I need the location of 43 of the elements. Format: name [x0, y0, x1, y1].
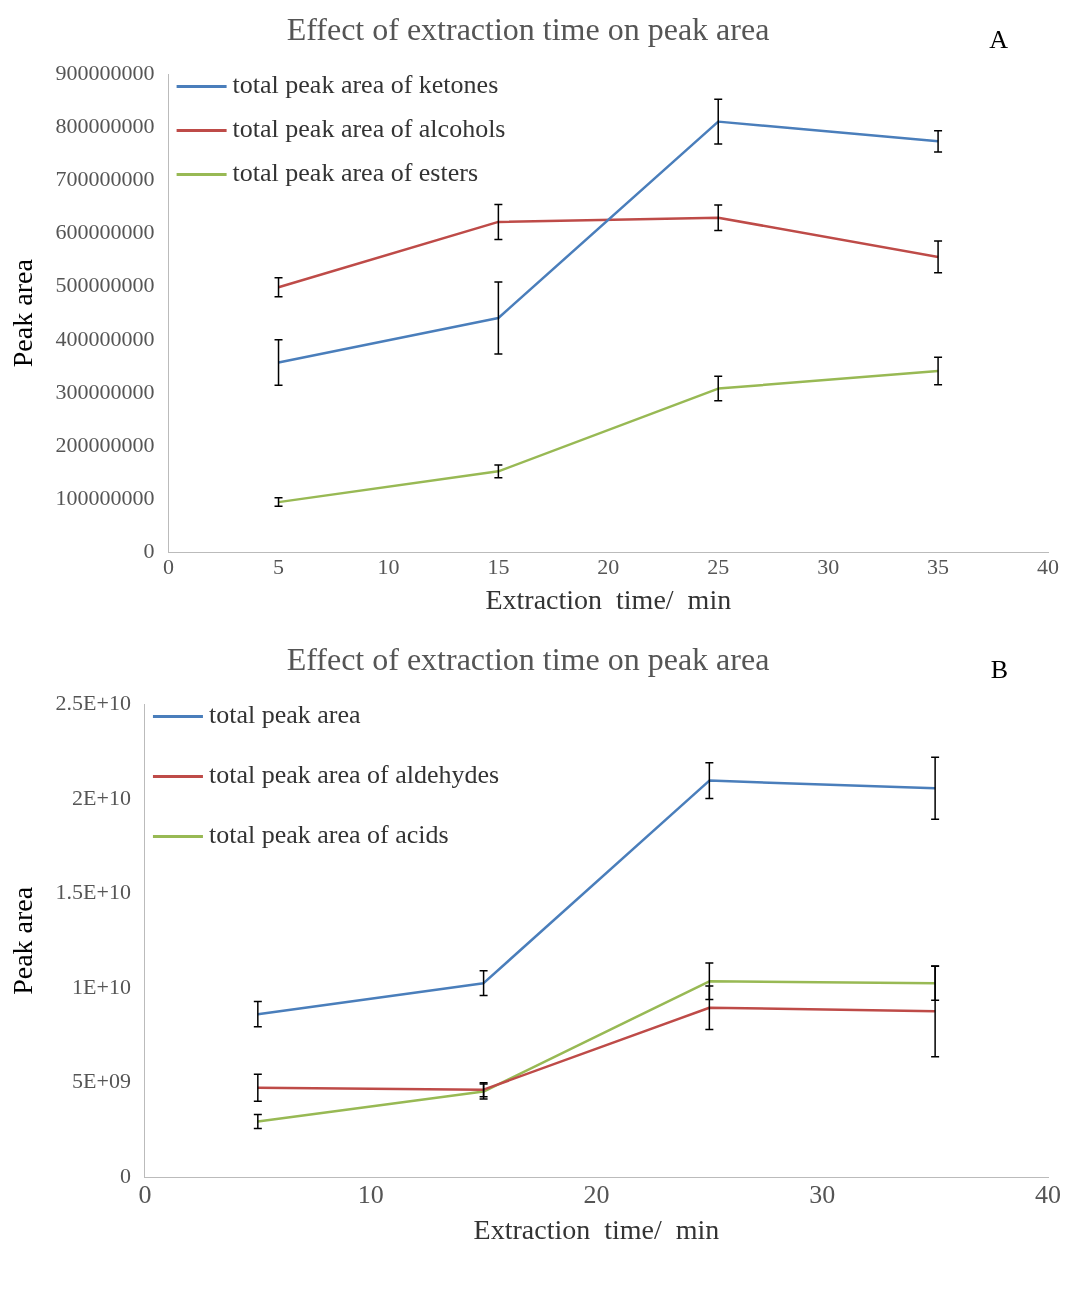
- legend-label: total peak area of acids: [208, 820, 449, 850]
- x-tick-label: 20: [597, 553, 620, 579]
- x-tick-label: 20: [583, 1179, 610, 1209]
- y-tick-label: 1.5E+10: [55, 879, 131, 905]
- y-tick-label: 0: [143, 537, 155, 563]
- x-tick-label: 30: [809, 1179, 836, 1209]
- text: A: [989, 24, 1009, 54]
- legend-label: total peak area of esters: [232, 158, 479, 188]
- x-tick-label: 0: [163, 553, 175, 579]
- x-tick-label: 25: [707, 553, 730, 579]
- legend-label: total peak area of aldehydes: [208, 760, 500, 790]
- x-tick-label: 5: [273, 553, 285, 579]
- x-tick-label: 40: [1035, 1179, 1061, 1209]
- text: B: [990, 654, 1008, 684]
- y-tick-label: 100000000: [55, 484, 155, 510]
- legend-label: total peak area of ketones: [232, 70, 499, 100]
- chart-title: Effect of extraction time on peak area: [286, 640, 770, 677]
- x-tick-label: 30: [817, 553, 840, 579]
- y-tick-label: 200000000: [55, 431, 155, 457]
- x-axis-title: Extraction time/ min: [473, 1213, 720, 1245]
- y-tick-label: 0: [119, 1162, 131, 1188]
- y-tick-label: 900000000: [55, 60, 155, 86]
- x-tick-label: 15: [487, 553, 510, 579]
- x-tick-label: 10: [357, 1179, 384, 1209]
- legend-label: total peak area: [208, 700, 361, 730]
- y-tick-label: 300000000: [55, 378, 155, 404]
- y-tick-label: 5E+09: [72, 1068, 131, 1094]
- x-tick-label: 40: [1037, 553, 1059, 579]
- x-tick-label: 10: [377, 553, 400, 579]
- chart-title: Effect of extraction time on peak area: [286, 10, 770, 47]
- y-tick-label: 400000000: [55, 325, 155, 351]
- x-tick-label: 35: [927, 553, 950, 579]
- y-tick-label: 1E+10: [72, 973, 131, 999]
- y-axis-title: Peak area: [7, 258, 39, 368]
- y-tick-label: 800000000: [55, 113, 155, 139]
- y-tick-label: 500000000: [55, 272, 155, 298]
- y-tick-label: 600000000: [55, 219, 155, 245]
- legend-label: total peak area of alcohols: [232, 114, 506, 144]
- y-axis-title: Peak area: [7, 886, 39, 995]
- y-tick-label: 2.5E+10: [55, 690, 131, 716]
- y-tick-label: 2E+10: [72, 784, 131, 810]
- y-tick-label: 700000000: [55, 166, 155, 192]
- x-axis-title: Extraction time/ min: [485, 583, 732, 615]
